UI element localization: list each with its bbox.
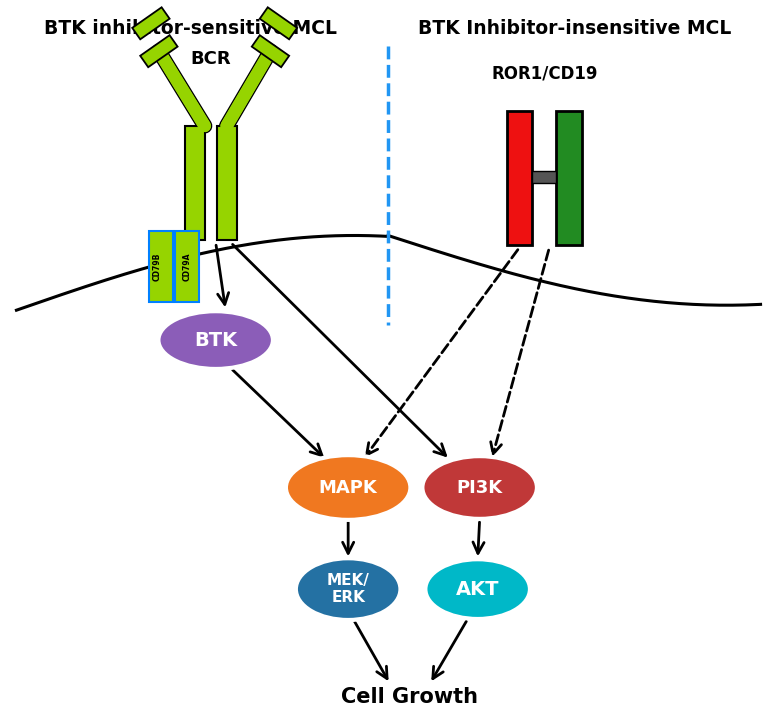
Text: BTK: BTK: [194, 330, 237, 350]
Text: MEK/
ERK: MEK/ ERK: [327, 573, 370, 606]
FancyBboxPatch shape: [140, 35, 178, 67]
Text: PI3K: PI3K: [456, 479, 503, 497]
Bar: [185, 126, 204, 240]
Text: CD79A: CD79A: [183, 252, 191, 281]
Text: BTK Inhibitor-insensitive MCL: BTK Inhibitor-insensitive MCL: [417, 19, 731, 38]
FancyBboxPatch shape: [252, 35, 289, 67]
Bar: [556, 111, 582, 246]
Ellipse shape: [425, 559, 530, 619]
Text: BCR: BCR: [190, 50, 231, 68]
Text: MAPK: MAPK: [319, 479, 378, 497]
Bar: [175, 230, 199, 302]
Text: ROR1/CD19: ROR1/CD19: [491, 64, 597, 82]
Ellipse shape: [423, 456, 537, 519]
Ellipse shape: [158, 311, 273, 369]
Ellipse shape: [296, 558, 400, 620]
Text: Cell Growth: Cell Growth: [342, 687, 478, 707]
Bar: [217, 126, 236, 240]
Text: CD79B: CD79B: [152, 252, 161, 281]
Bar: [506, 111, 533, 246]
Bar: [533, 171, 556, 183]
FancyBboxPatch shape: [260, 7, 297, 40]
Ellipse shape: [286, 455, 410, 520]
Text: AKT: AKT: [456, 580, 499, 598]
Bar: [149, 230, 173, 302]
FancyBboxPatch shape: [133, 7, 169, 40]
Text: BTK inhibitor-sensitive MCL: BTK inhibitor-sensitive MCL: [44, 19, 337, 38]
